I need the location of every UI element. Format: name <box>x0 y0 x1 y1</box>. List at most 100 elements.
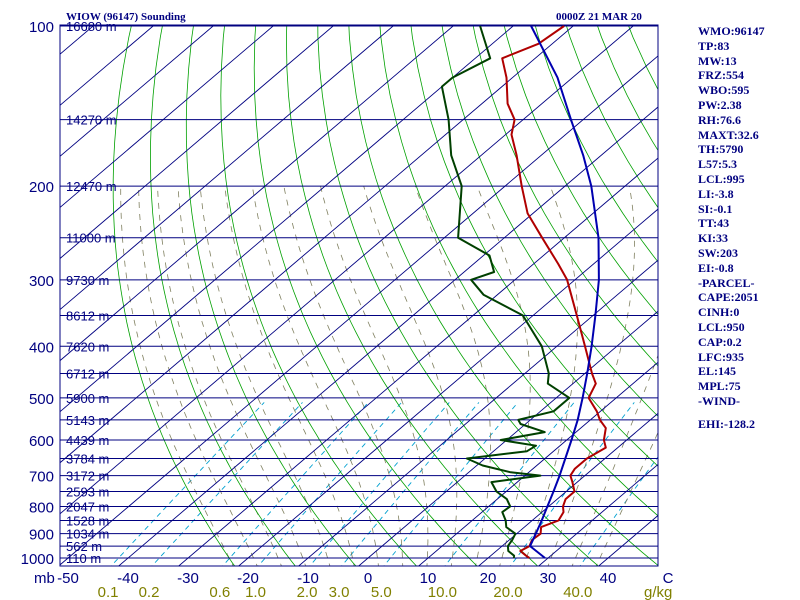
pressure-tick-label: 700 <box>29 469 54 486</box>
pressure-tick-label: 200 <box>29 179 54 196</box>
mixing-ratio-tick-label: 0.2 <box>139 584 160 600</box>
height-label: 9730 m <box>66 273 109 288</box>
pressure-tick-label: 600 <box>29 433 54 450</box>
index-line: LI:-3.8 <box>698 186 734 201</box>
moist-adiabat-lines <box>120 185 658 566</box>
index-line: TP:83 <box>698 38 730 53</box>
isotherm-line <box>60 25 156 106</box>
mixing-ratio-line <box>257 402 402 566</box>
moist-adiabat-line <box>595 431 658 566</box>
isotherm-line <box>357 310 658 566</box>
moist-adiabat-line <box>138 186 258 566</box>
isotherm-line <box>60 25 456 362</box>
mixing-ratio-tick-label: 10.0 <box>428 584 457 600</box>
pressure-tick-label: 500 <box>29 391 54 408</box>
dewpoint-trace <box>440 25 571 559</box>
moist-adiabat-line <box>363 185 458 566</box>
index-line: CAP:0.2 <box>698 334 742 349</box>
dry-adiabat-line <box>112 25 236 566</box>
isotherm-line <box>60 25 636 515</box>
moist-adiabat-line <box>224 186 355 566</box>
mixing-ratio-tick-labels: 0.1 0.2 0.6 1.0 2.0 3.0 5.0 10.0 20.0 40.0 <box>98 584 593 600</box>
pressure-tick-label: 100 <box>29 19 54 36</box>
temperature-tick-label: C <box>663 570 674 587</box>
mixing-ratio-line <box>509 402 635 566</box>
moist-adiabat-line <box>177 186 307 566</box>
isotherm-line <box>60 25 336 260</box>
height-label: 3784 m <box>66 452 109 467</box>
sounding-time: 0000Z 21 MAR 20 <box>556 11 642 23</box>
isotherm-line <box>60 25 276 209</box>
mixing-ratio-line <box>151 402 303 566</box>
index-line: MAXT:32.6 <box>698 127 759 142</box>
index-line: MPL:75 <box>698 379 741 394</box>
pressure-tick-label: 900 <box>29 527 54 544</box>
moist-adiabat-line <box>252 186 379 566</box>
height-label: 16680 m <box>66 19 117 34</box>
mixing-ratio-line <box>110 402 265 566</box>
index-line: WBO:595 <box>698 83 750 98</box>
height-label: 14270 m <box>66 113 117 128</box>
pressure-tick-label: 1000 <box>21 551 54 568</box>
dry-adiabat-line <box>379 25 658 517</box>
mixing-ratio-line <box>309 402 450 566</box>
isotherm-line <box>60 55 658 566</box>
temperature-tick-label: -50 <box>57 570 79 587</box>
moist-adiabat-line <box>283 186 404 566</box>
mixing-ratio-tick-label: 1.0 <box>245 584 266 600</box>
index-line: TT:43 <box>698 216 730 231</box>
dry-adiabat-line <box>317 25 599 566</box>
pressure-tick-label: 800 <box>29 499 54 516</box>
height-label: 110 m <box>66 551 101 566</box>
temperature-tick-label: 20 <box>480 570 497 587</box>
index-line: KI:33 <box>698 231 728 246</box>
height-label: 2593 m <box>66 485 109 500</box>
isotherm-line <box>60 25 516 413</box>
temperature-tick-label: -10 <box>297 570 319 587</box>
height-labels: 16680 m 14270 m 12470 m 11000 m 9730 m 8612 m… <box>66 19 117 566</box>
dry-adiabat-line <box>185 25 357 566</box>
pressure-tick-label: 400 <box>29 339 54 356</box>
height-label: 4439 m <box>66 433 109 448</box>
temperature-tick-label: 30 <box>540 570 557 587</box>
moist-adiabat-line <box>476 185 531 566</box>
temperature-tick-label: -20 <box>237 570 259 587</box>
height-label: 1528 m <box>66 514 109 529</box>
isotherm-line <box>60 25 216 157</box>
temperature-trace <box>501 25 607 559</box>
temperature-tick-label: 40 <box>600 570 617 587</box>
mixing-ratio-unit-label: g/kg <box>644 584 672 600</box>
mixing-ratio-tick-label: 2.0 <box>297 584 318 600</box>
index-line: LCL:950 <box>698 319 745 334</box>
height-label: 7620 m <box>66 339 109 354</box>
temperature-tick-label: -30 <box>177 570 199 587</box>
height-label: 11000 m <box>66 231 116 246</box>
mixing-ratio-tick-label: 20.0 <box>493 584 522 600</box>
isotherm-line <box>537 463 658 566</box>
temperature-tick-label: 0 <box>364 570 372 587</box>
station-title: WIOW (96147) Sounding <box>66 11 186 23</box>
index-line: EHI:-128.2 <box>698 416 755 431</box>
dry-adiabat-line <box>285 25 539 566</box>
temperature-tick-labels: -50 -40 -30 -20 -10 0 10 20 30 40 C <box>57 570 673 587</box>
pressure-tick-labels: 100 200 300 400 500 600 700 800 900 1000 <box>21 19 54 568</box>
index-line: SW:203 <box>698 245 739 260</box>
moist-adiabat-line <box>157 186 282 566</box>
plot-frame <box>59 24 659 567</box>
temperature-tick-label: -40 <box>117 570 139 587</box>
mixing-ratio-tick-label: 0.1 <box>98 584 119 600</box>
isotherm-line <box>60 25 576 464</box>
mixing-ratio-lines <box>110 402 658 566</box>
index-line: PW:2.38 <box>698 97 742 112</box>
isotherm-line <box>117 106 658 566</box>
index-line: RH:76.6 <box>698 112 741 127</box>
height-label: 3172 m <box>66 469 109 484</box>
height-label: 1034 m <box>66 527 109 542</box>
mixing-ratio-line <box>579 456 658 566</box>
index-line: WMO:96147 <box>698 24 765 38</box>
height-label: 8612 m <box>66 308 109 323</box>
isotherm-line <box>177 157 658 566</box>
index-line: LFC:935 <box>698 349 744 364</box>
isotherm-line <box>477 412 658 566</box>
